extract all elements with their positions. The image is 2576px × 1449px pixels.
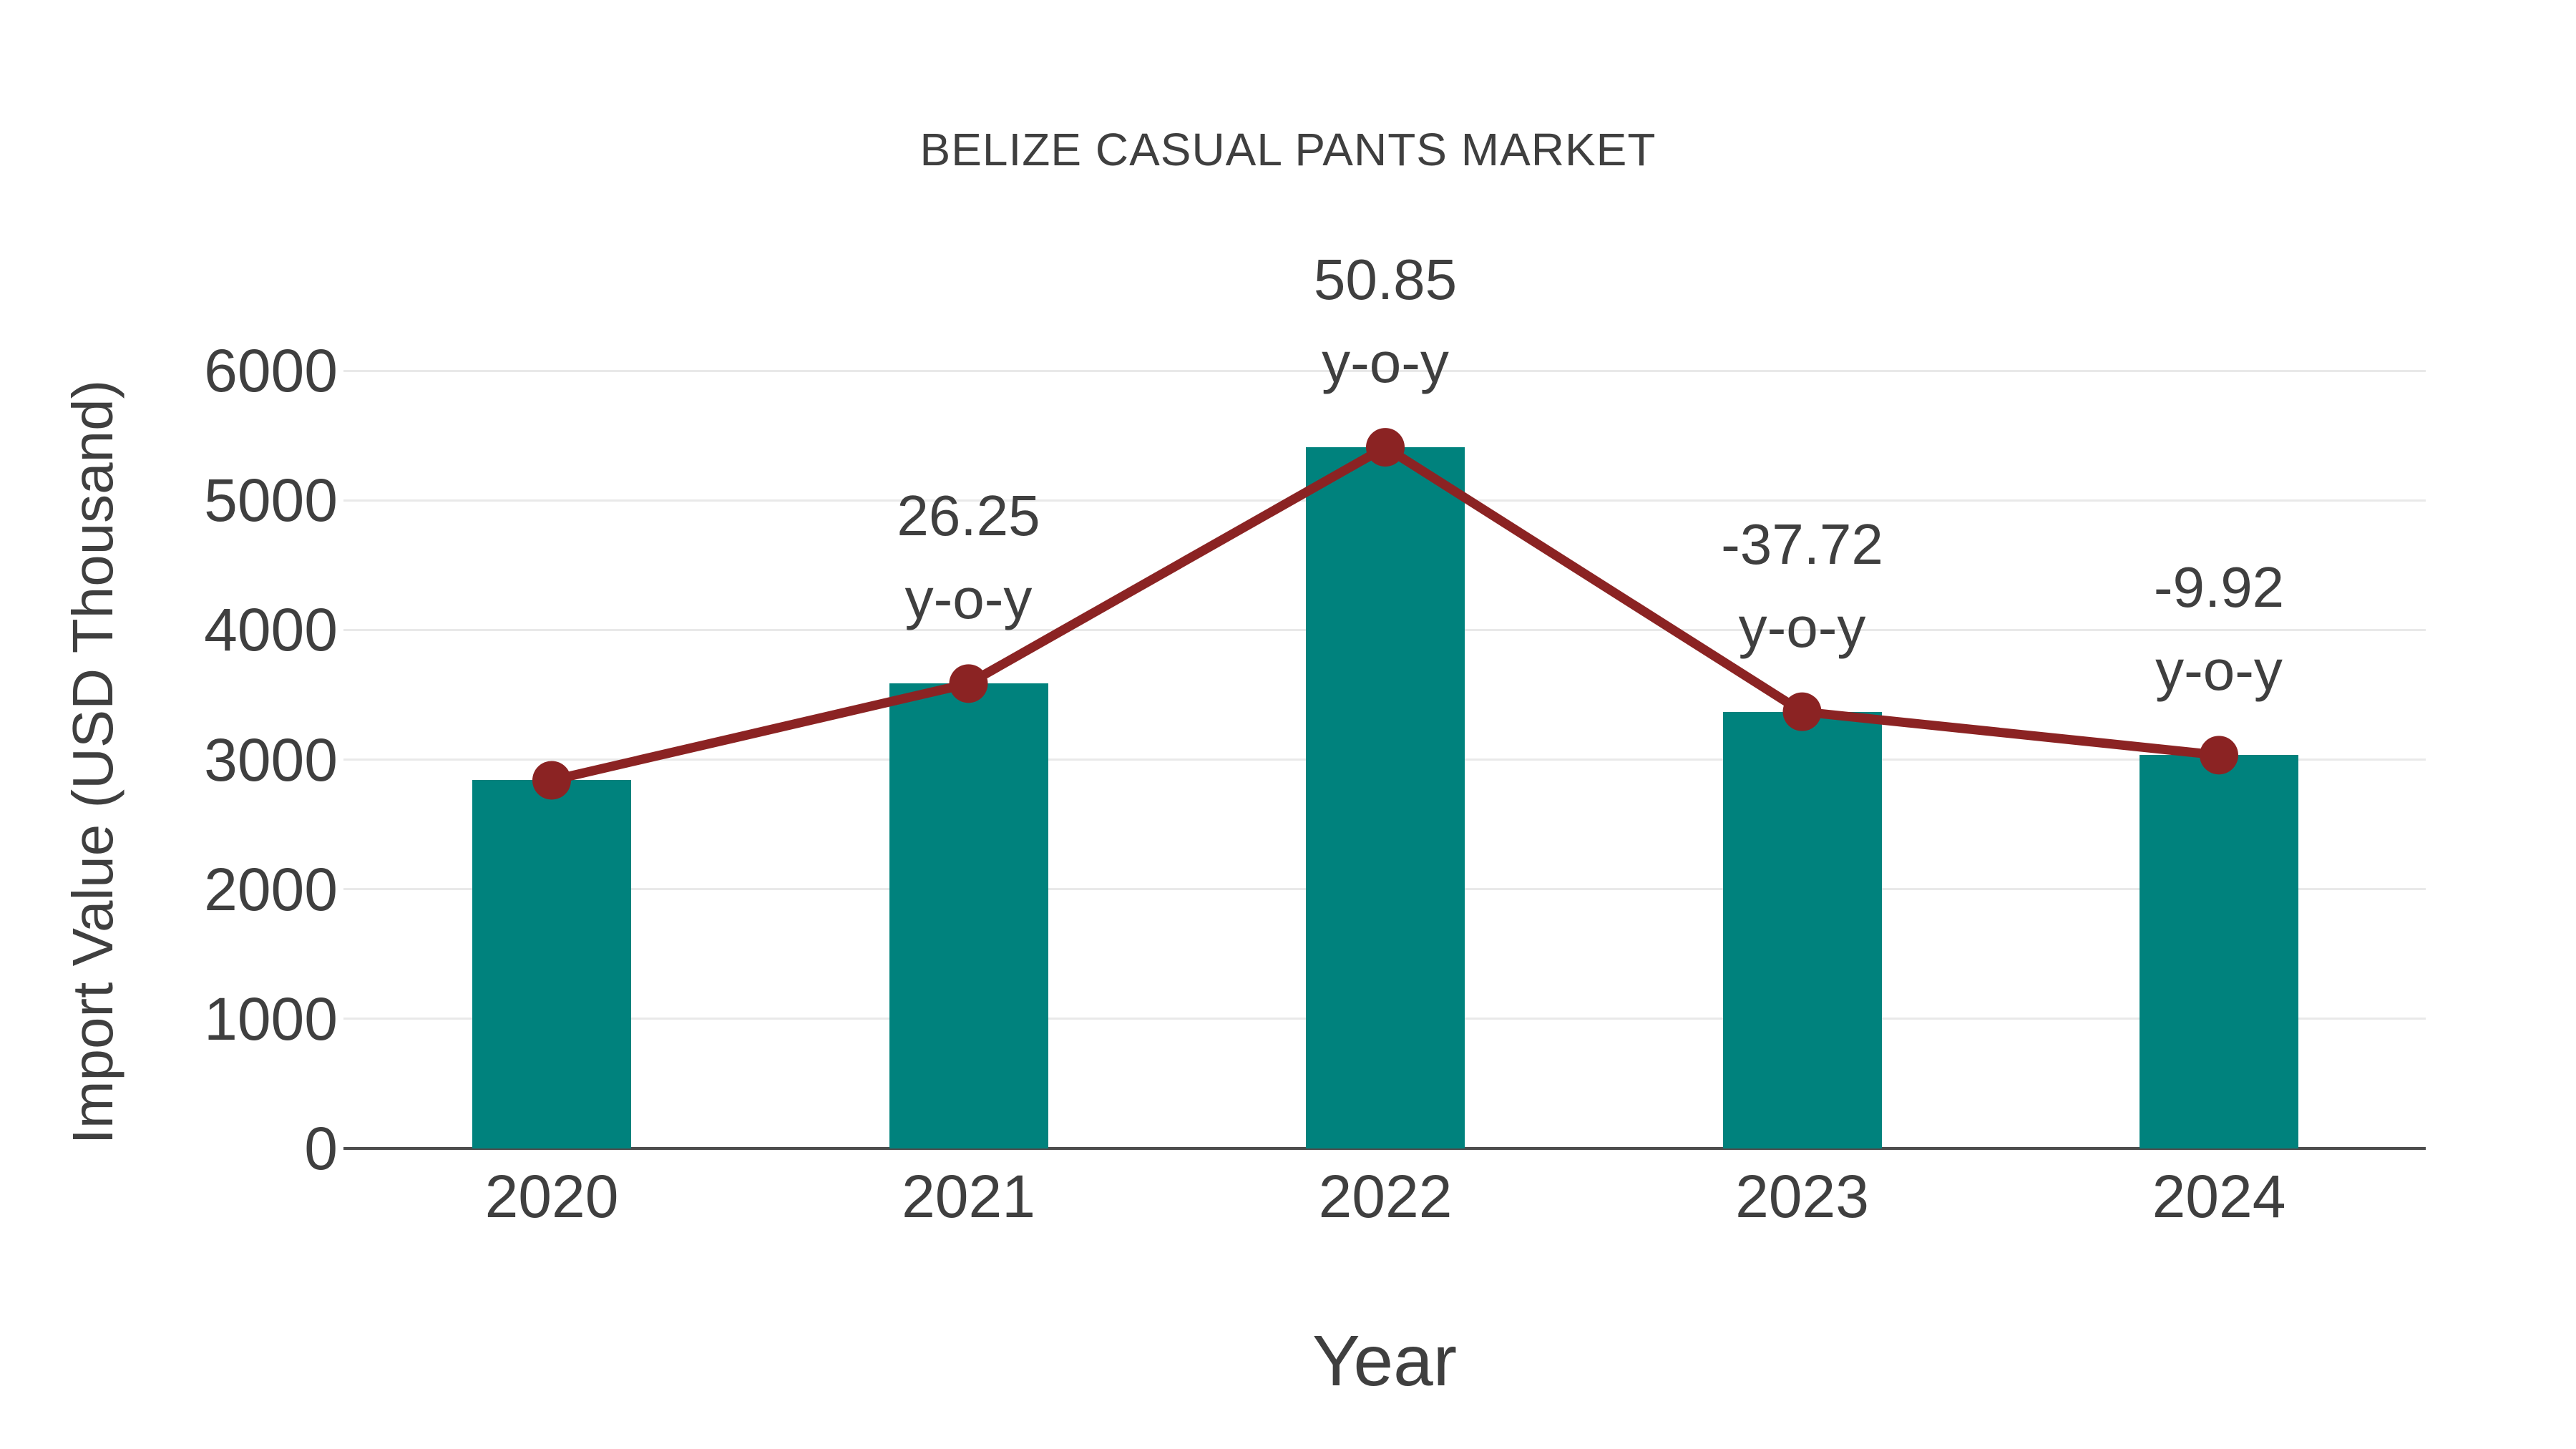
line-marker-2023 (1782, 692, 1822, 731)
yoy-annotation-2023: -37.72 y-o-y (1574, 503, 2031, 669)
yoy-value: 26.25 (897, 484, 1040, 548)
yoy-suffix: y-o-y (2155, 638, 2283, 703)
x-tick-label-2022: 2022 (1318, 1163, 1453, 1230)
y-tick-label-1000: 1000 (204, 985, 338, 1053)
yoy-value: -37.72 (1721, 512, 1883, 576)
x-axis-line (343, 1147, 2426, 1150)
bar-2021 (889, 683, 1048, 1148)
y-tick-label-4000: 4000 (204, 596, 338, 664)
yoy-suffix: y-o-y (1322, 331, 1449, 395)
line-marker-2021 (949, 664, 988, 703)
x-tick-label-2020: 2020 (484, 1163, 619, 1230)
yoy-annotation-2022: 50.85 y-o-y (1156, 238, 1614, 404)
yoy-suffix: y-o-y (1738, 595, 1866, 659)
x-tick-label-2023: 2023 (1735, 1163, 1869, 1230)
line-marker-2024 (2200, 736, 2238, 775)
x-tick-label-2024: 2024 (2152, 1163, 2286, 1230)
yoy-suffix: y-o-y (904, 567, 1033, 631)
chart-title: BELIZE CASUAL PANTS MARKET (919, 124, 1657, 175)
y-tick-label-2000: 2000 (204, 855, 338, 923)
yoy-annotation-2021: 26.25 y-o-y (740, 474, 1198, 640)
x-tick-label-2021: 2021 (902, 1163, 1035, 1230)
y-tick-label-6000: 6000 (204, 337, 338, 404)
bar-2023 (1722, 711, 1882, 1148)
y-tick-label-3000: 3000 (204, 726, 338, 794)
y-tick-label-0: 0 (304, 1115, 338, 1182)
y-tick-label-5000: 5000 (204, 467, 338, 535)
yoy-value: -9.92 (2153, 555, 2285, 620)
yoy-annotation-2024: -9.92 y-o-y (1990, 546, 2448, 712)
line-marker-2020 (532, 761, 571, 800)
yoy-value: 50.85 (1313, 248, 1458, 312)
x-axis-title: Year (1312, 1321, 1458, 1401)
bar-2024 (2140, 755, 2298, 1148)
line-marker-2022 (1366, 428, 1405, 467)
bar-2022 (1306, 447, 1465, 1148)
bar-2020 (472, 780, 631, 1148)
gridline-6000 (343, 369, 2426, 372)
